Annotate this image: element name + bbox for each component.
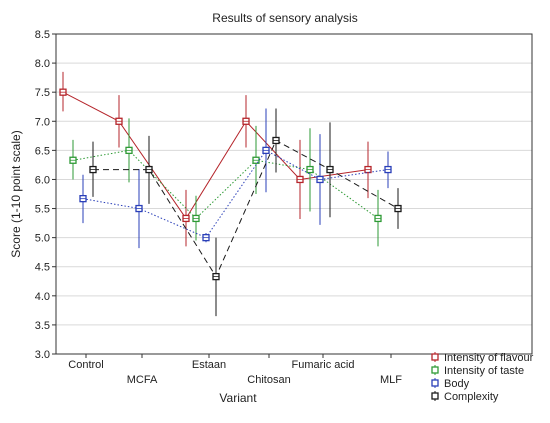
- series-intensity-of-flavour: [59, 71, 372, 247]
- series-line: [82, 149, 389, 239]
- y-axis-label: Score (1-10 point scale): [9, 130, 23, 257]
- y-tick-label: 7.5: [35, 87, 50, 99]
- y-tick-label: 5.5: [35, 204, 50, 216]
- x-tick-label: Chitosan: [247, 374, 290, 386]
- y-tick-label: 4.5: [35, 262, 50, 274]
- y-tick-label: 4.0: [35, 291, 50, 303]
- y-tick-label: 8.5: [35, 29, 50, 41]
- x-tick-label: MCFA: [127, 374, 158, 386]
- series-line: [62, 91, 369, 220]
- legend-marker: [431, 366, 439, 374]
- legend-label: Body: [444, 378, 470, 390]
- y-tick-label: 6.5: [35, 145, 50, 157]
- y-tick-label: 5.0: [35, 233, 50, 245]
- y-tick-label: 7.0: [35, 116, 50, 128]
- x-tick-label: Fumaric acid: [292, 359, 355, 371]
- y-tick-label: 3.0: [35, 349, 50, 361]
- legend-marker: [431, 353, 439, 361]
- legend-marker: [431, 379, 439, 387]
- chart-title: Results of sensory analysis: [212, 11, 357, 25]
- y-tick-label: 8.0: [35, 58, 50, 70]
- series-body: [79, 108, 392, 249]
- grid-layer: [56, 62, 532, 326]
- plot-frame: [55, 33, 533, 355]
- legend-marker: [431, 392, 439, 400]
- x-axis-label: Variant: [219, 391, 257, 405]
- x-tick-label: Estaan: [192, 359, 226, 371]
- x-tick-label: Control: [68, 359, 103, 371]
- x-tick-label: MLF: [380, 374, 402, 386]
- series-layer: [59, 71, 402, 317]
- y-tick-label: 3.5: [35, 320, 50, 332]
- series-line: [93, 139, 399, 278]
- legend-label: Intensity of flavour: [444, 352, 534, 364]
- y-tick-label: 6.0: [35, 174, 50, 186]
- series-complexity: [89, 108, 402, 317]
- legend-label: Intensity of taste: [444, 365, 524, 377]
- legend-label: Complexity: [444, 391, 499, 403]
- y-tick-layer: 3.0 3.5 4.0 4.5 5.0 5.5 6.0 6.5 7.0 7.5 8.0 8.5: [35, 29, 56, 361]
